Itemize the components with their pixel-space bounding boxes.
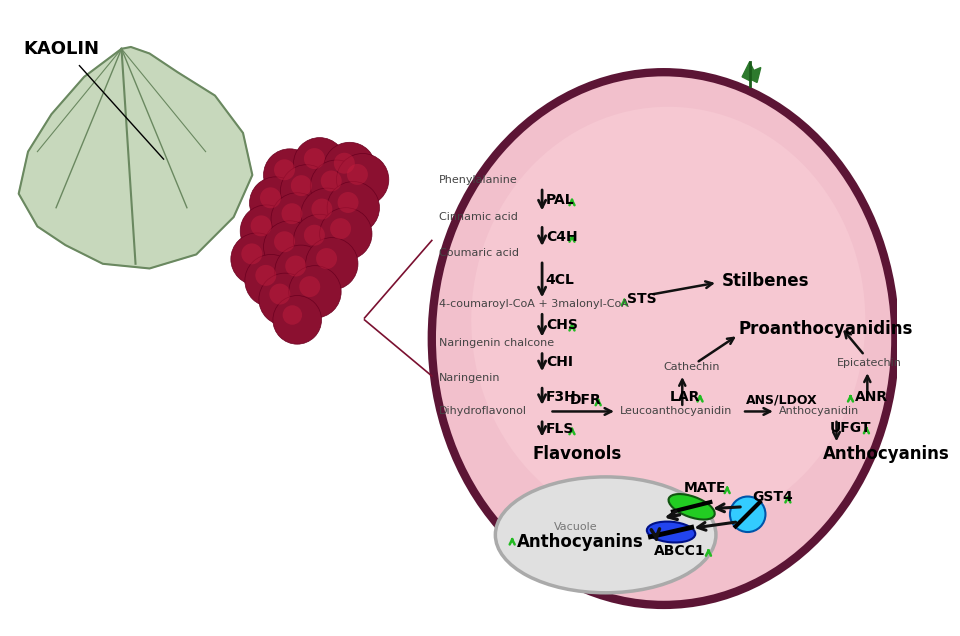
Ellipse shape (305, 238, 358, 290)
Ellipse shape (327, 181, 379, 234)
Text: Vacuole: Vacuole (554, 522, 598, 532)
Ellipse shape (230, 233, 283, 286)
Polygon shape (18, 47, 252, 268)
Ellipse shape (321, 170, 342, 191)
Ellipse shape (285, 256, 306, 277)
Text: Phenylalanine: Phenylalanine (440, 175, 518, 184)
Text: Anthocyanins: Anthocyanins (823, 445, 949, 462)
Text: Anthocyanins: Anthocyanins (516, 534, 643, 551)
Text: 4CL: 4CL (546, 273, 575, 287)
Ellipse shape (338, 192, 358, 213)
Ellipse shape (320, 208, 372, 260)
Ellipse shape (316, 248, 337, 269)
Ellipse shape (270, 284, 290, 305)
Text: Anthocyanidin: Anthocyanidin (779, 406, 859, 417)
Ellipse shape (334, 153, 355, 174)
Ellipse shape (471, 107, 865, 533)
Ellipse shape (271, 193, 324, 245)
Text: STS: STS (627, 293, 657, 307)
Text: LAR: LAR (670, 389, 701, 403)
Ellipse shape (304, 148, 324, 169)
Ellipse shape (495, 477, 716, 593)
Ellipse shape (282, 305, 302, 325)
Ellipse shape (289, 266, 341, 318)
Text: C4H: C4H (546, 230, 578, 244)
Ellipse shape (300, 276, 321, 297)
Text: FLS: FLS (546, 422, 574, 436)
Ellipse shape (668, 494, 715, 520)
Ellipse shape (275, 245, 327, 298)
Text: ABCC1: ABCC1 (655, 544, 706, 558)
Ellipse shape (310, 160, 363, 212)
Ellipse shape (291, 175, 312, 196)
Ellipse shape (294, 214, 346, 266)
Ellipse shape (347, 164, 368, 185)
Ellipse shape (300, 188, 353, 240)
Text: DFR: DFR (570, 393, 602, 407)
Text: Naringenin chalcone: Naringenin chalcone (440, 338, 555, 349)
Text: Naringenin: Naringenin (440, 373, 501, 383)
Ellipse shape (294, 137, 346, 190)
Text: Cathechin: Cathechin (663, 362, 720, 371)
Text: Leucoanthocyanidin: Leucoanthocyanidin (619, 406, 732, 417)
Text: ANS/LDOX: ANS/LDOX (746, 394, 818, 407)
Text: GST4: GST4 (753, 490, 793, 504)
Ellipse shape (240, 205, 293, 257)
Ellipse shape (264, 149, 316, 201)
Ellipse shape (280, 165, 333, 217)
Ellipse shape (255, 265, 276, 286)
Ellipse shape (259, 273, 311, 326)
Ellipse shape (264, 221, 316, 273)
Text: F3H: F3H (546, 389, 577, 403)
Ellipse shape (311, 198, 332, 219)
Ellipse shape (260, 188, 281, 208)
Ellipse shape (250, 177, 301, 229)
Text: 4-coumaroyl-CoA + 3malonyl-CoA: 4-coumaroyl-CoA + 3malonyl-CoA (440, 299, 629, 309)
Text: ANR: ANR (855, 389, 888, 403)
Ellipse shape (245, 254, 298, 307)
Ellipse shape (336, 153, 389, 206)
Polygon shape (742, 62, 757, 81)
Text: Flavonols: Flavonols (533, 445, 622, 462)
Ellipse shape (274, 232, 295, 252)
Ellipse shape (274, 159, 295, 180)
Text: MATE: MATE (684, 481, 727, 495)
Ellipse shape (304, 225, 324, 245)
Text: CHS: CHS (546, 319, 578, 333)
Text: Epicatechin: Epicatechin (836, 358, 901, 368)
Ellipse shape (281, 204, 302, 224)
Ellipse shape (241, 244, 262, 265)
Text: Dihydroflavonol: Dihydroflavonol (440, 406, 527, 417)
Ellipse shape (324, 142, 375, 195)
Text: Cinnamic acid: Cinnamic acid (440, 212, 518, 222)
Ellipse shape (330, 218, 351, 239)
Text: UFGT: UFGT (830, 421, 872, 435)
Ellipse shape (647, 522, 695, 543)
Ellipse shape (251, 216, 272, 237)
Text: Stilbenes: Stilbenes (722, 272, 809, 289)
Text: PAL: PAL (546, 193, 574, 207)
Text: CHI: CHI (546, 356, 573, 370)
Text: KAOLIN: KAOLIN (23, 40, 100, 58)
Ellipse shape (730, 497, 765, 532)
Polygon shape (748, 67, 760, 83)
Ellipse shape (432, 73, 896, 605)
Ellipse shape (273, 296, 322, 344)
Text: Coumaric acid: Coumaric acid (440, 247, 519, 258)
Text: Proanthocyanidins: Proanthocyanidins (738, 320, 913, 338)
